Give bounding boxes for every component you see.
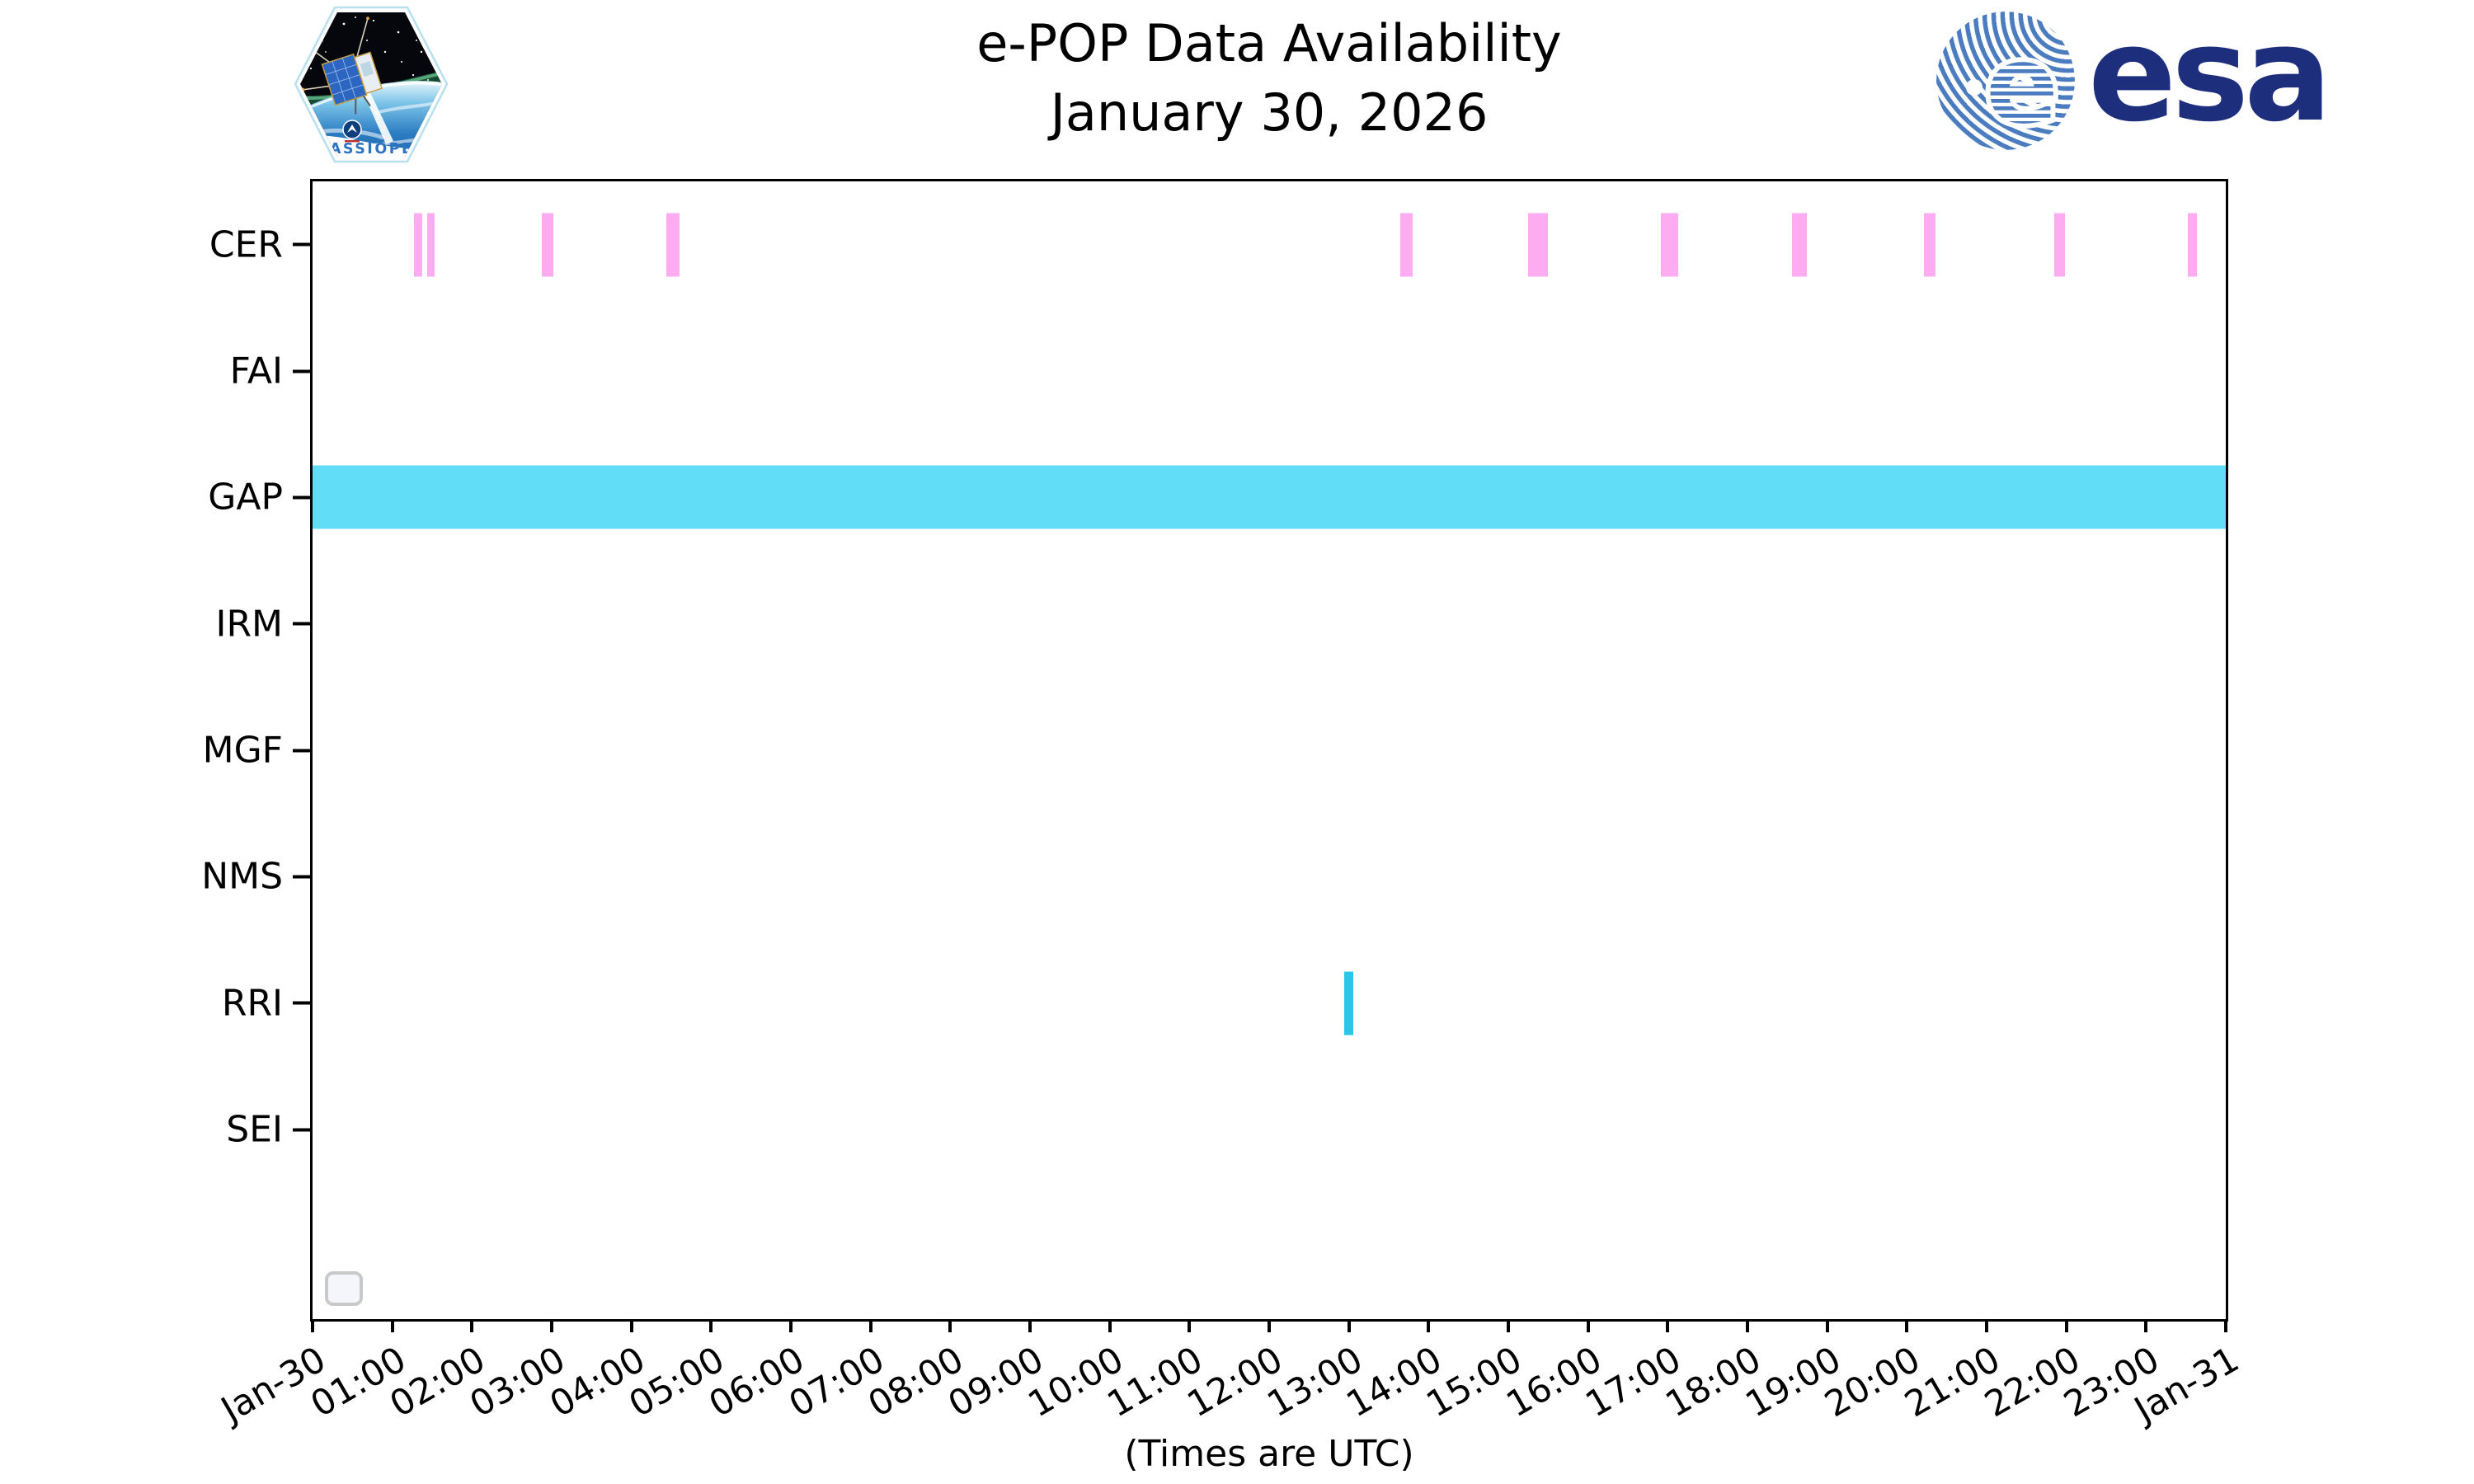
y-tick-mark <box>293 1128 313 1131</box>
availability-bar-CER-2 <box>542 213 553 277</box>
x-tick-mark <box>1666 1319 1670 1332</box>
x-tick-mark <box>948 1319 952 1332</box>
y-tick-label-SEI: SEI <box>226 1108 283 1151</box>
y-tick-label-GAP: GAP <box>208 476 283 519</box>
title-block: e-POP Data Availability January 30, 2026 <box>310 12 2228 144</box>
legend-empty-box <box>325 1271 363 1306</box>
x-tick-mark <box>1347 1319 1351 1332</box>
x-tick-mark <box>1825 1319 1829 1332</box>
y-tick-mark <box>293 875 313 879</box>
x-tick-mark <box>1905 1319 1909 1332</box>
x-tick-mark <box>550 1319 553 1332</box>
y-tick-IRM: IRM <box>215 603 313 645</box>
agency-roundel-icon <box>342 120 362 143</box>
x-tick-mark <box>1268 1319 1271 1332</box>
esa-logo: e esa <box>1935 0 2332 152</box>
y-tick-CER: CER <box>209 223 313 265</box>
availability-bar-CER-3 <box>666 213 680 277</box>
y-tick-label-FAI: FAI <box>229 350 283 392</box>
availability-bar-CER-10 <box>2187 213 2198 277</box>
x-tick-mark <box>789 1319 793 1332</box>
page-title: e-POP Data Availability <box>976 13 1562 73</box>
cassiope-satellite-icon <box>300 16 383 115</box>
x-tick-mark <box>1028 1319 1032 1332</box>
x-tick-mark <box>2144 1319 2148 1332</box>
x-tick-mark <box>2064 1319 2068 1332</box>
y-tick-label-CER: CER <box>209 223 283 266</box>
x-tick-mark <box>2224 1319 2227 1332</box>
y-tick-mark <box>293 242 313 247</box>
y-tick-FAI: FAI <box>230 350 313 392</box>
x-tick-mark <box>470 1319 474 1332</box>
y-tick-label-IRM: IRM <box>215 603 283 646</box>
x-tick-mark <box>390 1319 394 1332</box>
patch-downlink-beam <box>362 87 393 144</box>
x-tick-mark <box>629 1319 633 1332</box>
x-tick-mark <box>1746 1319 1749 1332</box>
availability-bar-CER-5 <box>1528 213 1549 277</box>
availability-bar-RRI-0 <box>1343 971 1354 1036</box>
availability-bar-CER-1 <box>427 213 435 277</box>
esa-wordmark: esa <box>2088 0 2332 151</box>
y-tick-label-MGF: MGF <box>202 729 283 772</box>
x-tick-mark <box>1188 1319 1192 1332</box>
x-tick-mark <box>709 1319 713 1332</box>
y-tick-mark <box>293 749 313 752</box>
cassiope-wordmark: CASSIOPE <box>317 141 414 157</box>
y-tick-label-RRI: RRI <box>221 982 283 1025</box>
y-tick-MGF: MGF <box>203 730 313 772</box>
cassiope-patch-graphic: CASSIOPE <box>294 6 449 163</box>
availability-bar-CER-4 <box>1399 213 1413 277</box>
availability-bar-CER-8 <box>1923 213 1936 277</box>
y-tick-mark <box>293 1001 313 1005</box>
availability-bar-CER-9 <box>2054 213 2065 277</box>
x-tick-mark <box>1985 1319 1988 1332</box>
x-tick-mark <box>1586 1319 1590 1332</box>
availability-bar-GAP-0 <box>313 465 2226 529</box>
y-tick-GAP: GAP <box>208 477 313 519</box>
esa-globe-white-dot <box>1966 79 1982 96</box>
y-tick-SEI: SEI <box>226 1109 313 1151</box>
y-tick-NMS: NMS <box>201 856 313 898</box>
y-tick-label-NMS: NMS <box>201 855 283 898</box>
y-tick-mark <box>293 369 313 373</box>
plot-area: CER FAI GAP IRM MGF NMS RRI SEI Jan-30 01:00 02:0… <box>201 179 2246 1431</box>
x-tick-mark <box>1507 1319 1510 1332</box>
x-tick-mark <box>1427 1319 1431 1332</box>
page-subtitle: January 30, 2026 <box>1050 82 1489 143</box>
availability-bar-CER-7 <box>1792 213 1808 277</box>
patch-bottom-band <box>300 129 442 157</box>
y-tick-mark <box>293 622 313 626</box>
x-tick-mark <box>1108 1319 1112 1332</box>
availability-bar-CER-6 <box>1660 213 1678 277</box>
x-axis-caption: (Times are UTC) <box>1124 1433 1414 1475</box>
availability-bar-CER-0 <box>413 213 423 277</box>
x-tick-mark <box>868 1319 872 1332</box>
y-tick-RRI: RRI <box>222 982 313 1024</box>
esa-globe-icon: e <box>1936 12 2075 152</box>
x-tick-mark <box>311 1319 314 1332</box>
cassiope-mission-patch: CASSIOPE <box>293 4 449 165</box>
y-tick-mark <box>293 495 313 500</box>
esa-globe-letter: e <box>1986 22 2058 148</box>
